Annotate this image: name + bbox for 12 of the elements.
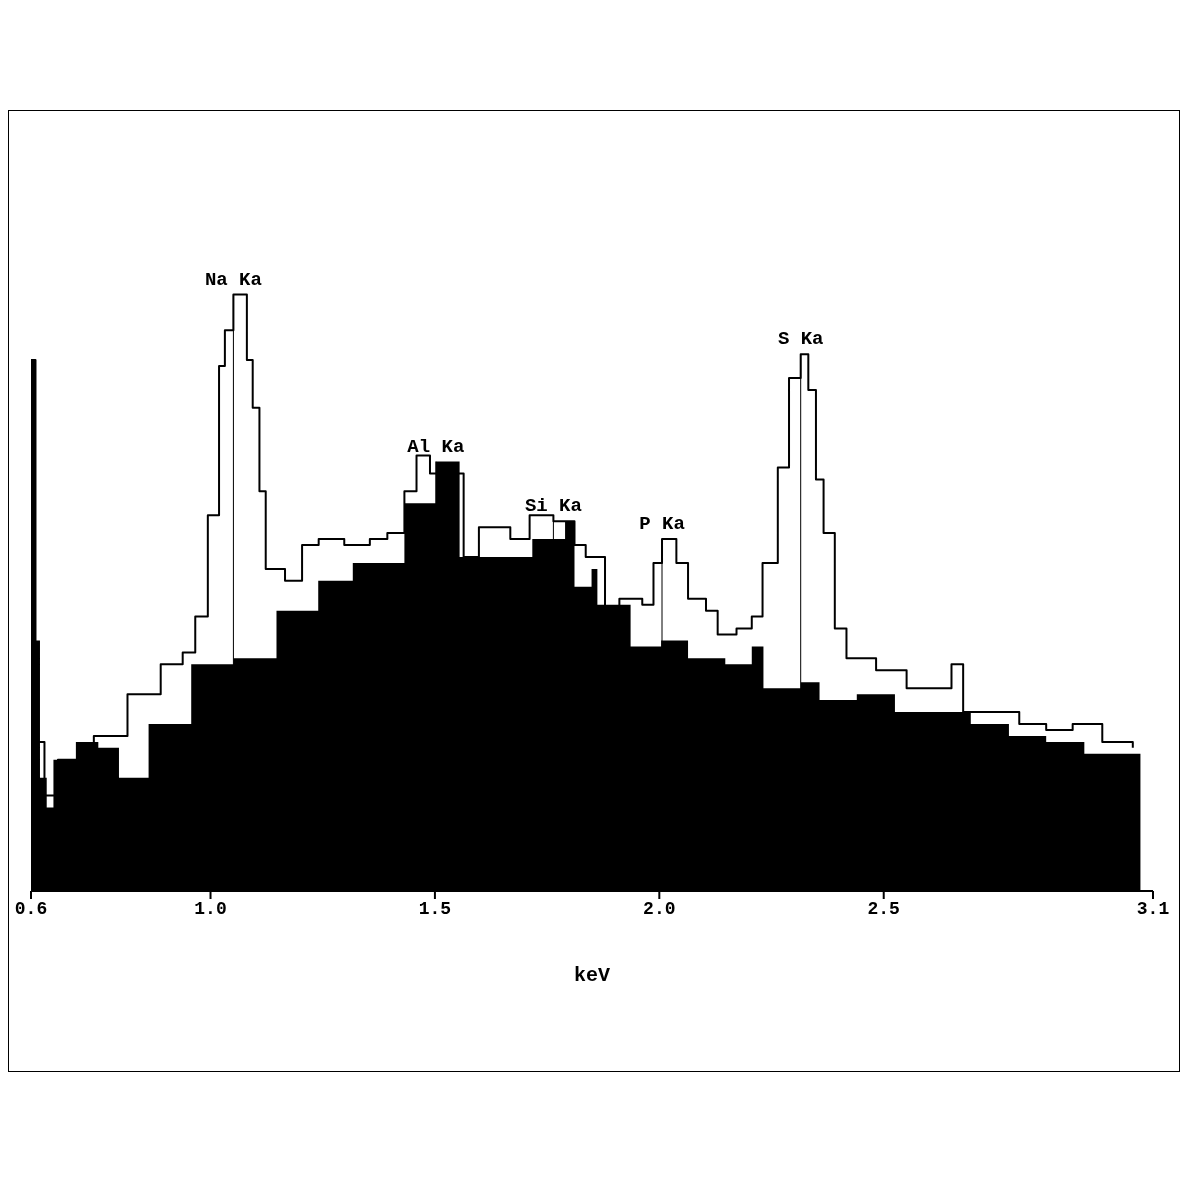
annotation: Si Ka	[524, 495, 582, 518]
annotation: P Ka	[639, 513, 685, 536]
annotation: Na Ka	[204, 268, 262, 291]
x-tick-label: 1.0	[194, 898, 227, 919]
x-tick-label: 2.0	[643, 898, 676, 919]
x-tick-label: 3.1	[1136, 898, 1170, 919]
annotation: Al Ka	[407, 435, 465, 458]
x-tick-label: 1.5	[418, 898, 452, 919]
x-tick-label: 0.6	[14, 898, 48, 919]
annotation: S Ka	[777, 328, 824, 351]
x-axis-title: keV	[573, 964, 611, 987]
x-tick-label: 2.5	[867, 898, 900, 919]
